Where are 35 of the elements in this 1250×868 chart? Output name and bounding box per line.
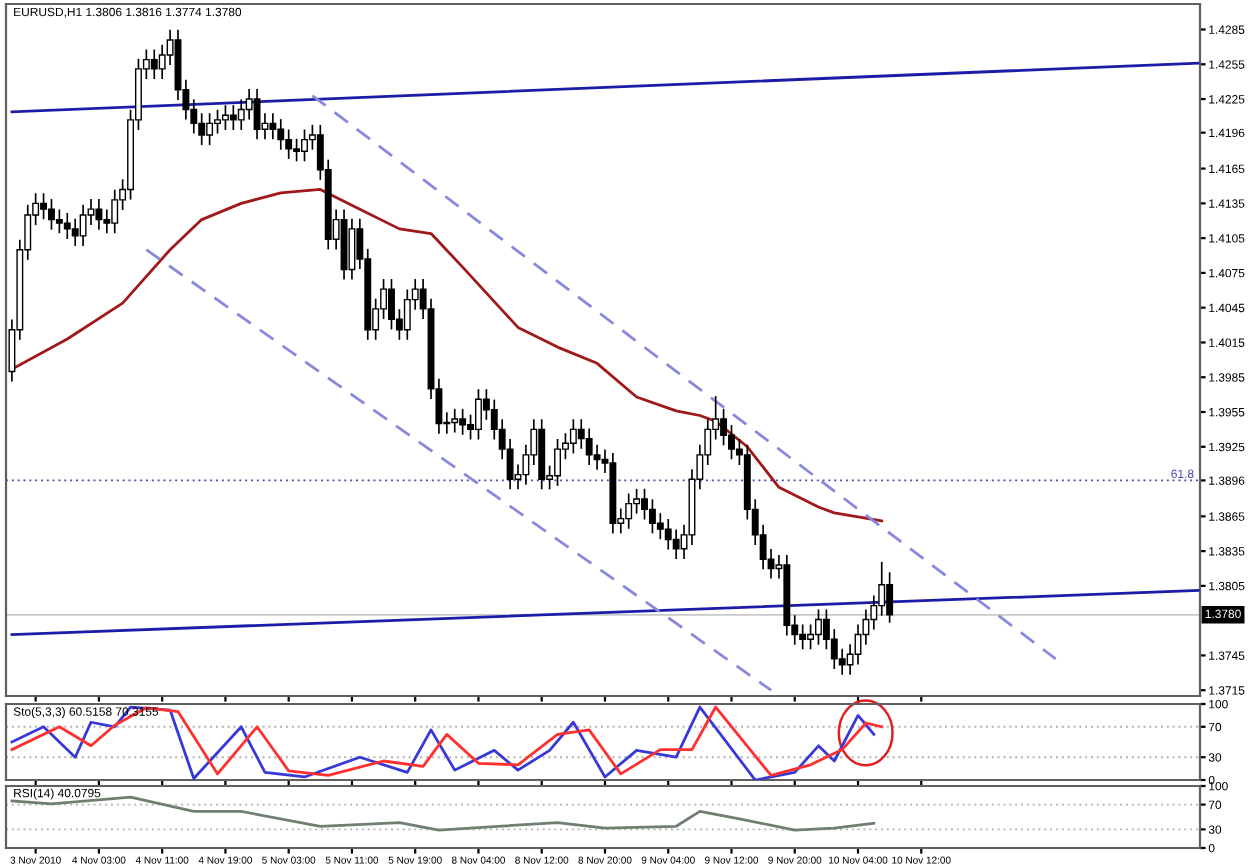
candlestick — [641, 488, 648, 520]
candlestick — [79, 204, 87, 246]
candlestick — [815, 609, 822, 645]
candlestick — [95, 199, 103, 230]
candlestick — [459, 408, 467, 435]
candlestick — [55, 209, 63, 234]
candlestick — [451, 408, 459, 433]
candlestick — [150, 49, 158, 80]
candlestick — [48, 199, 55, 230]
candlestick — [40, 193, 48, 220]
candlestick — [474, 389, 482, 440]
candlestick — [71, 218, 79, 246]
candlestick — [672, 529, 680, 559]
candlestick — [214, 109, 221, 134]
candlestick — [593, 444, 601, 470]
candlestick — [253, 88, 261, 140]
candlestick — [648, 499, 656, 534]
line-series — [10, 188, 884, 523]
candlestick — [206, 113, 214, 146]
candlestick — [554, 438, 561, 486]
candlestick — [585, 428, 593, 466]
candlestick — [348, 218, 356, 280]
candlestick — [111, 189, 119, 234]
candlestick — [63, 212, 71, 239]
candlestick — [229, 105, 237, 131]
candlestick — [728, 425, 735, 460]
candlestick — [569, 419, 577, 454]
candlestick — [625, 493, 633, 529]
candlestick — [269, 113, 277, 140]
candlestick — [301, 129, 308, 162]
candlestick — [277, 119, 285, 150]
candlestick — [293, 138, 301, 162]
candlestick — [388, 279, 395, 330]
candlestick — [221, 105, 229, 131]
candlestick — [807, 624, 815, 650]
